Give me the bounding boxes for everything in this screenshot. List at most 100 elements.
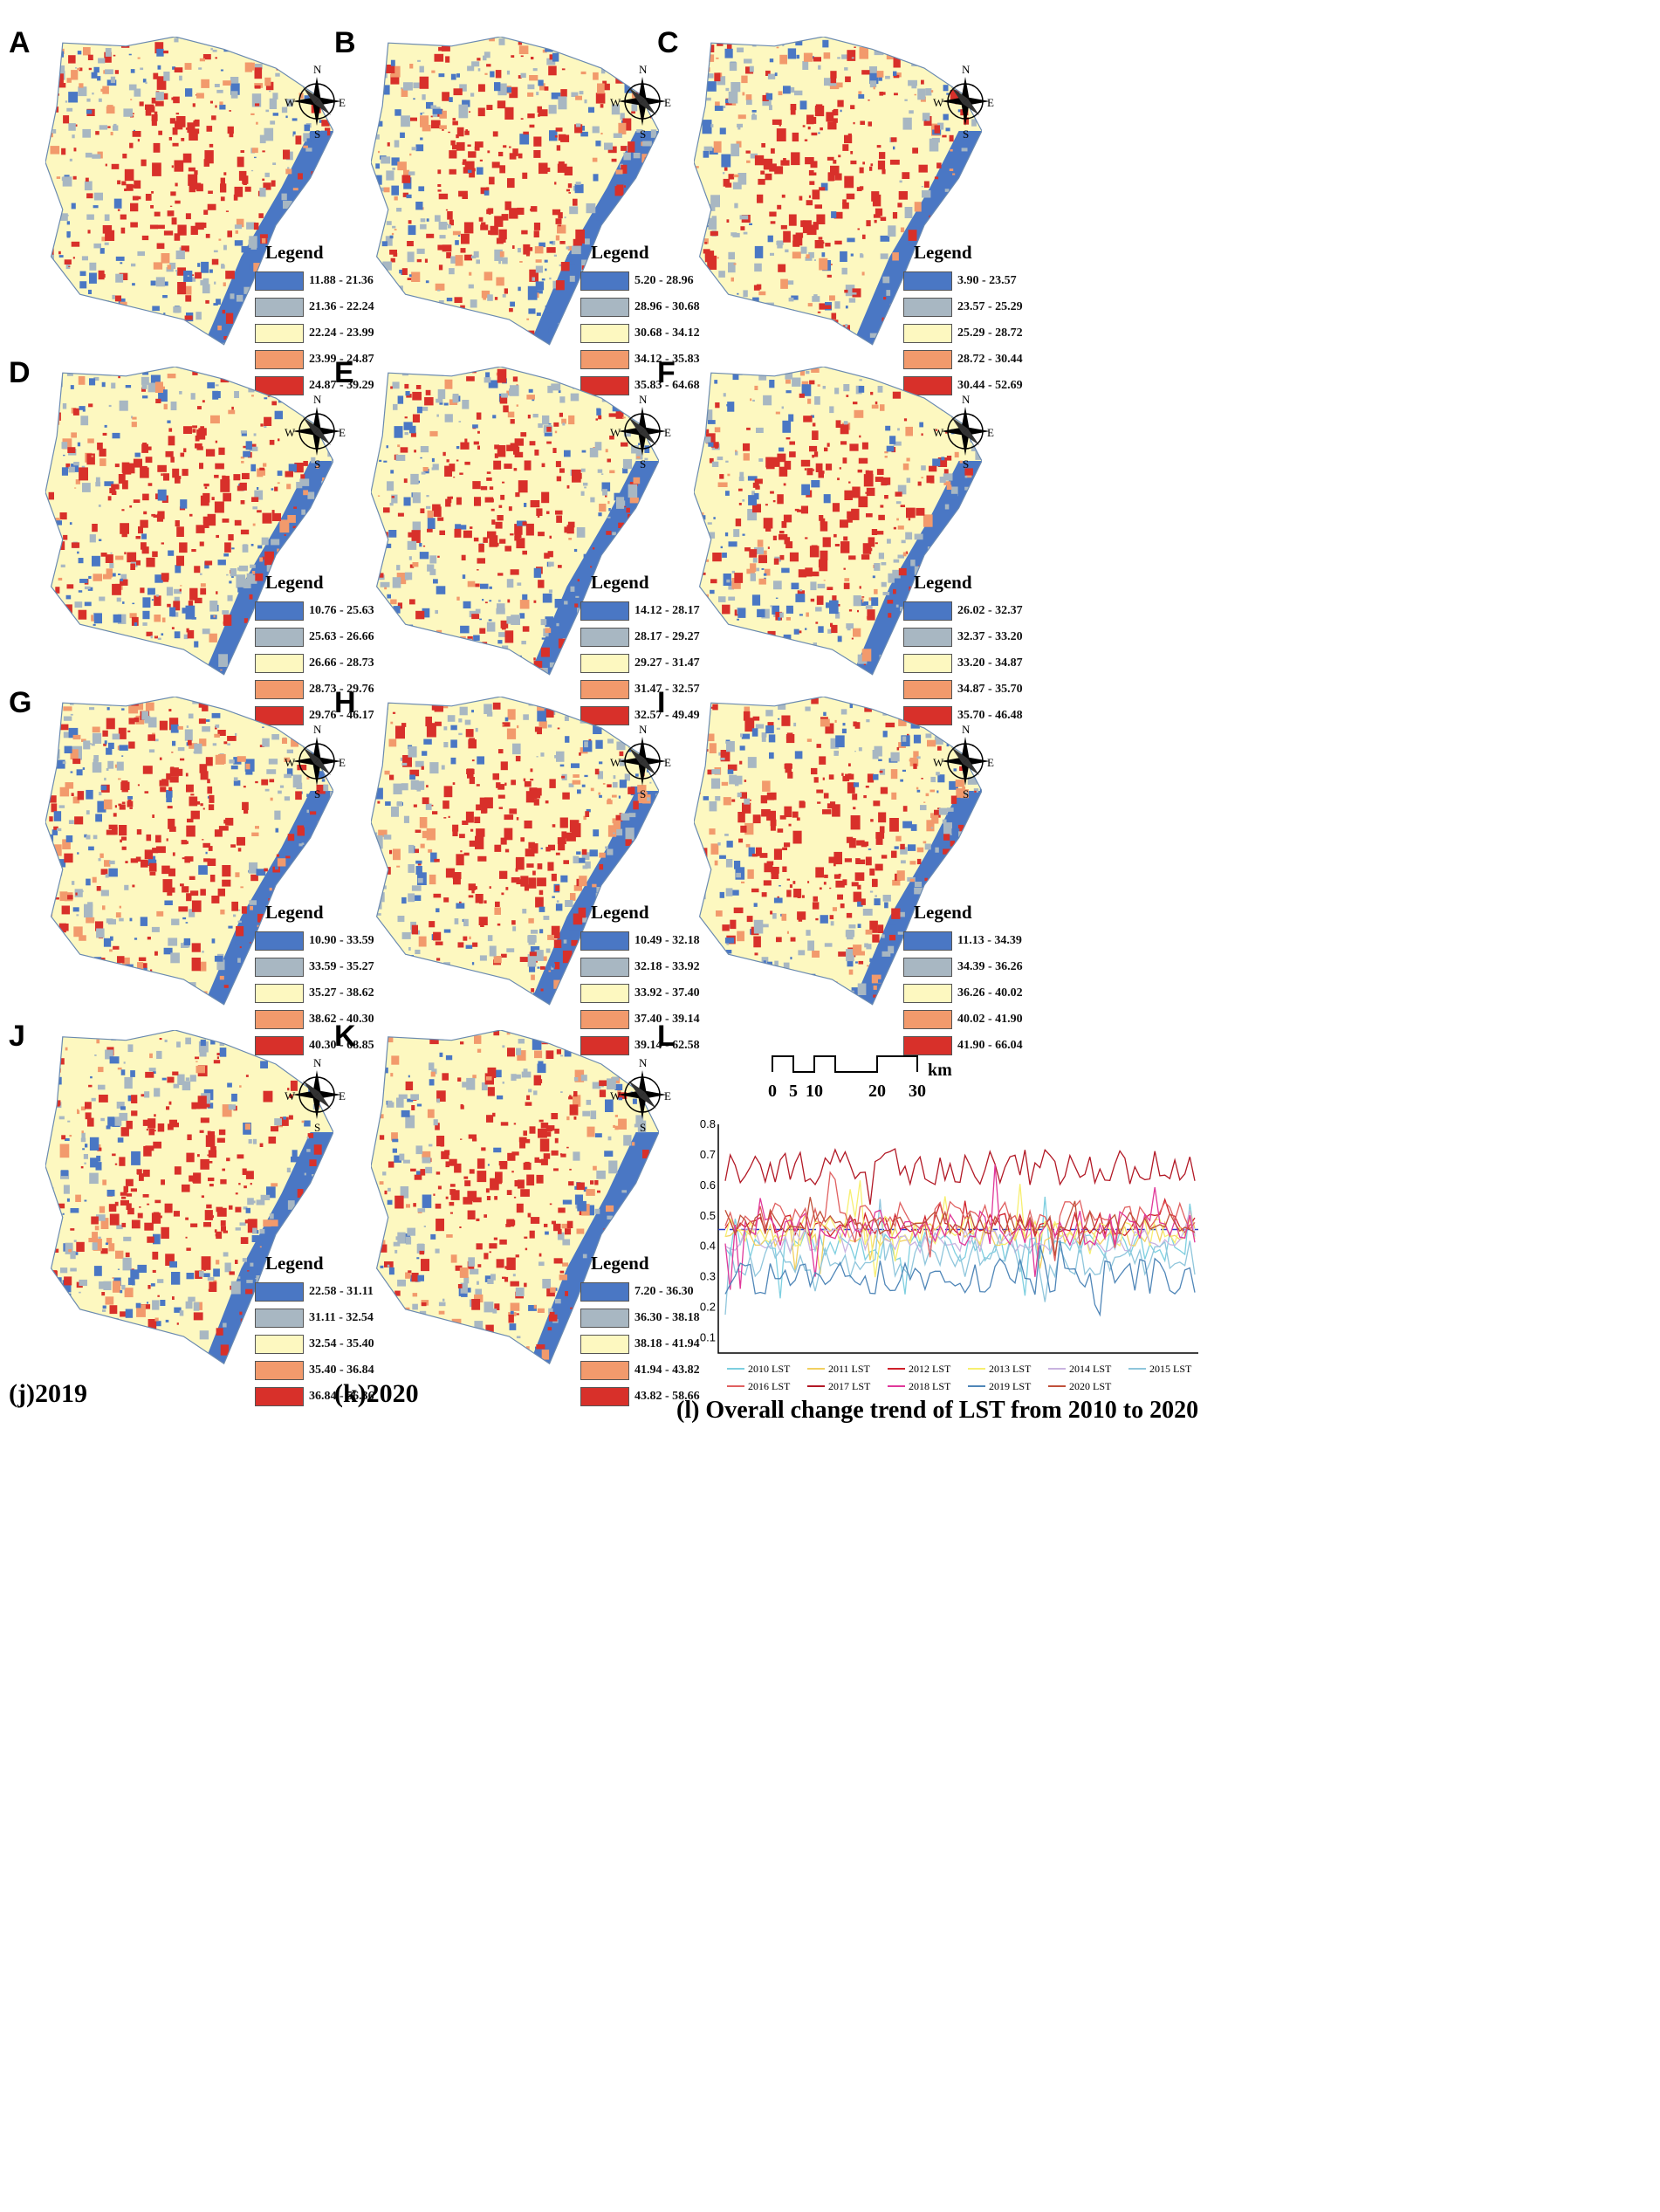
legend-row: 3.90 - 23.57 — [903, 268, 1024, 294]
legend-row: 40.30 - 68.85 — [255, 1033, 375, 1059]
legend-row: 31.11 - 32.54 — [255, 1305, 375, 1331]
map-legend: Legend 11.88 - 21.36 21.36 - 22.24 22.24 - … — [255, 242, 375, 399]
compass-letter-e: E — [987, 756, 994, 769]
compass-letter-n: N — [639, 393, 648, 406]
legend-range-label: 34.12 - 35.83 — [635, 353, 700, 366]
map-panel-f: F N S E W Legend 26.02 - 32.37 32.37 - 33.20 33.… — [657, 356, 1204, 899]
panel-caption: (j)2019 — [9, 1379, 87, 1408]
compass-letter-n: N — [313, 393, 322, 406]
legend-row: 32.37 - 33.20 — [903, 624, 1024, 650]
scale-tick-label: 10 — [806, 1082, 823, 1101]
legend-row: 25.63 - 26.66 — [255, 624, 375, 650]
legend-swatch — [255, 271, 304, 291]
legend-swatch — [255, 984, 304, 1003]
legend-range-label: 43.82 - 58.66 — [635, 1390, 700, 1403]
legend-swatch — [255, 1387, 304, 1406]
legend-row: 33.92 - 37.40 — [580, 980, 701, 1006]
legend-range-label: 26.02 - 32.37 — [957, 604, 1023, 617]
y-tick-label: 0.2 — [700, 1301, 716, 1314]
legend-swatch — [580, 324, 629, 343]
lst-map — [694, 367, 982, 676]
legend-range-label: 34.39 - 36.26 — [957, 960, 1023, 973]
legend-row: 5.20 - 28.96 — [580, 268, 701, 294]
legend-range-label: 35.83 - 64.68 — [635, 379, 700, 392]
y-tick-label: 0.7 — [700, 1148, 716, 1161]
legend-row: 33.59 - 35.27 — [255, 954, 375, 980]
legend-row: 41.90 - 66.04 — [903, 1033, 1024, 1059]
compass-letter-e: E — [664, 426, 671, 439]
legend-series-label: 2013 LST — [989, 1363, 1032, 1375]
compass-rose-icon — [292, 407, 341, 456]
legend-row: 35.83 - 64.68 — [580, 373, 701, 399]
legend-row: 38.18 - 41.94 — [580, 1331, 701, 1357]
compass-letter-w: W — [933, 96, 944, 109]
north-arrow-icon: N S E W — [610, 723, 671, 800]
compass-letter-w: W — [285, 1089, 296, 1103]
legend-range-label: 10.49 - 32.18 — [635, 934, 700, 947]
legend-swatch — [255, 298, 304, 317]
legend-range-label: 11.88 - 21.36 — [309, 274, 374, 287]
legend-range-label: 38.18 - 41.94 — [635, 1337, 700, 1350]
chart-axes — [717, 1124, 1198, 1354]
legend-swatch — [255, 376, 304, 395]
series-line-2019-lst — [724, 1240, 1196, 1317]
legend-range-label: 24.87 - 39.29 — [309, 379, 374, 392]
north-arrow-icon: N S E W — [285, 63, 346, 141]
compass-letter-s: S — [314, 457, 321, 471]
panel-label: J — [9, 1020, 25, 1053]
compass-letter-e: E — [339, 96, 346, 109]
compass-letter-e: E — [339, 756, 346, 769]
legend-range-label: 7.20 - 36.30 — [635, 1285, 694, 1298]
north-arrow-icon: N S E W — [933, 723, 994, 800]
legend-swatch — [580, 654, 629, 673]
panel-label: G — [9, 686, 32, 719]
series-line-2014-lst — [724, 1210, 1196, 1255]
legend-series-label: 2010 LST — [748, 1363, 791, 1375]
panel-caption: (l) Overall change trend of LST from 201… — [676, 1397, 1199, 1424]
legend-swatch — [903, 350, 952, 369]
lst-map — [371, 367, 659, 676]
north-arrow-icon: N S E W — [933, 63, 994, 141]
legend-title: Legend — [914, 902, 972, 923]
legend-swatch — [580, 984, 629, 1003]
compass-letter-e: E — [339, 426, 346, 439]
legend-range-label: 29.27 - 31.47 — [635, 656, 700, 670]
compass-rose-icon — [941, 737, 990, 786]
legend-row: 37.40 - 39.14 — [580, 1006, 701, 1033]
legend-range-label: 31.47 - 32.57 — [635, 683, 700, 696]
legend-row: 35.70 - 46.48 — [903, 703, 1024, 729]
panel-label: E — [334, 356, 354, 389]
map-legend: Legend 3.90 - 23.57 23.57 - 25.29 25.29 - 2… — [903, 242, 1024, 399]
legend-row: 36.30 - 38.18 — [580, 1305, 701, 1331]
legend-range-label: 32.37 - 33.20 — [957, 630, 1023, 643]
legend-row: 11.13 - 34.39 — [903, 928, 1024, 954]
legend-range-label: 34.87 - 35.70 — [957, 683, 1023, 696]
map-legend: Legend 14.12 - 28.17 28.17 - 29.27 29.27 - … — [580, 572, 701, 729]
compass-rose-icon — [292, 77, 341, 126]
legend-row: 28.17 - 29.27 — [580, 624, 701, 650]
panel-label: L — [657, 1020, 676, 1053]
legend-row: 11.88 - 21.36 — [255, 268, 375, 294]
compass-letter-n: N — [313, 1056, 322, 1069]
lst-map — [694, 37, 982, 346]
compass-letter-e: E — [664, 96, 671, 109]
panel-label: F — [657, 356, 676, 389]
legend-swatch — [580, 958, 629, 977]
compass-letter-e: E — [987, 96, 994, 109]
compass-letter-e: E — [664, 1089, 671, 1103]
north-arrow-icon: N S E W — [285, 723, 346, 800]
compass-letter-s: S — [640, 127, 647, 141]
legend-row: 26.02 - 32.37 — [903, 598, 1024, 624]
legend-swatch — [580, 931, 629, 951]
legend-range-label: 28.96 - 30.68 — [635, 300, 700, 313]
compass-letter-w: W — [285, 96, 296, 109]
legend-range-label: 31.11 - 32.54 — [309, 1311, 374, 1324]
scale-tick-label: 30 — [909, 1082, 926, 1101]
legend-range-label: 32.18 - 33.92 — [635, 960, 700, 973]
legend-swatch — [255, 931, 304, 951]
legend-swatch — [255, 1010, 304, 1029]
legend-series-label: 2020 LST — [1069, 1380, 1112, 1392]
legend-row: 34.12 - 35.83 — [580, 347, 701, 373]
legend-swatch — [255, 1335, 304, 1354]
legend-swatch — [580, 271, 629, 291]
